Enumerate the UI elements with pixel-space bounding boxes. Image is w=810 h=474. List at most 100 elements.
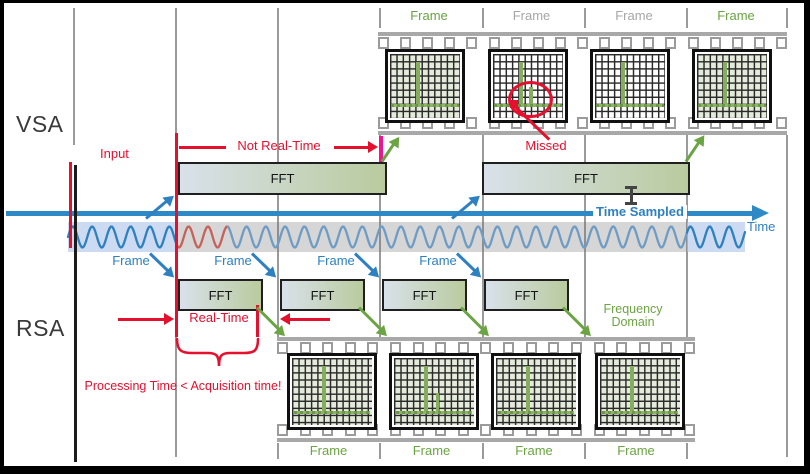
gridline-tick — [584, 8, 586, 28]
not-real-time-arrowhead — [368, 141, 378, 153]
sprocket-hole — [277, 424, 288, 436]
spectrum-frame — [692, 49, 772, 123]
film-bottom-frame-label-4: Frame — [617, 443, 655, 458]
sprocket-hole — [753, 37, 765, 49]
spectrum-grid — [697, 54, 767, 118]
not-real-time-label: Not Real-Time — [237, 138, 321, 153]
time-label: Time — [747, 219, 776, 234]
vsa-fft-block-2: FFT — [482, 162, 690, 195]
spectrum-baseline — [293, 410, 371, 414]
gridline-tick — [686, 443, 688, 459]
sprocket-hole — [444, 37, 456, 49]
gridline-tick — [482, 443, 484, 459]
sprocket-hole — [554, 37, 566, 49]
gridline — [73, 8, 75, 145]
film-sprocket-row — [378, 37, 787, 50]
time-axis-arrowhead — [752, 205, 769, 221]
film-strip-bar — [378, 32, 787, 36]
sprocket-hole — [510, 37, 522, 49]
spectrum-transient-peak — [435, 392, 440, 412]
spectrum-baseline — [391, 104, 459, 108]
spectrum-peak — [525, 366, 530, 412]
film-bottom-frame-label-2: Frame — [412, 443, 451, 458]
sprocket-hole — [378, 37, 389, 49]
spectrum-frame — [590, 49, 670, 123]
spectrum-grid — [292, 358, 372, 425]
gridline — [786, 135, 788, 457]
spectrum-frame — [385, 49, 465, 123]
sprocket-hole — [687, 37, 699, 49]
film-top-frame-label-2: Frame — [512, 8, 551, 23]
spectrum-baseline — [497, 410, 575, 414]
sprocket-hole — [400, 37, 412, 49]
spectrum-frame — [491, 353, 581, 430]
film-strip-bar — [277, 438, 695, 442]
rsa-fft-block-4: FFT — [484, 279, 569, 311]
real-time-label: Real-Time — [189, 310, 249, 325]
spectrum-grid — [600, 358, 680, 425]
gridline-tick — [584, 443, 586, 459]
image-border-top — [0, 0, 810, 3]
film-sprocket-row — [277, 342, 695, 355]
sprocket-hole — [643, 37, 655, 49]
waveform-band-blue-right — [687, 222, 745, 252]
real-time-end-marker — [256, 305, 259, 337]
sprocket-hole — [775, 37, 787, 49]
spectrum-grid — [394, 358, 474, 425]
real-time-arrow-shaft-left — [118, 318, 165, 321]
rsa-label: RSA — [16, 315, 65, 341]
rsa-fft-block-3: FFT — [382, 279, 467, 311]
film-strip-bar — [378, 131, 787, 135]
time-sampled-label: Time Sampled — [593, 204, 687, 220]
not-real-time-arrow-shaft — [334, 146, 369, 149]
gridline-tick — [277, 443, 279, 459]
gap-marker-bottom — [625, 202, 637, 205]
not-real-time-dimension-line — [179, 146, 226, 149]
real-time-arrowhead-right — [164, 313, 174, 325]
frequency-domain-label-line1: Frequency — [603, 302, 663, 316]
input-label: Input — [100, 146, 129, 161]
rsa-frame-label-2: Frame — [214, 253, 252, 268]
processing-note: Processing Time < Acquisition time! — [84, 379, 282, 393]
spectrum-frame — [287, 353, 377, 430]
sprocket-hole — [576, 37, 588, 49]
gridline-tick — [686, 8, 688, 28]
spectrum-peak — [423, 366, 428, 412]
input-start-marker — [69, 162, 72, 248]
sprocket-hole — [621, 37, 633, 49]
fft-label: FFT — [310, 287, 335, 303]
rsa-frame-label-4: Frame — [419, 253, 457, 268]
film-bottom-frame-label-1: Frame — [309, 443, 348, 458]
gridline-tick — [379, 8, 381, 28]
spectrum-peak — [415, 61, 420, 106]
sprocket-hole — [277, 342, 288, 354]
missed-dot — [510, 100, 518, 108]
sprocket-hole — [683, 342, 695, 354]
rsa-to-frame-arrow-4 — [561, 306, 586, 331]
spectrum-frame-captured — [389, 353, 479, 430]
sprocket-hole — [532, 37, 544, 49]
film-bottom-frame-label-3: Frame — [515, 443, 553, 458]
acquisition-brace — [175, 337, 260, 367]
gridline — [175, 337, 177, 457]
rsa-fft-block-2: FFT — [280, 279, 365, 311]
sprocket-hole — [466, 37, 478, 49]
vsa-to-frame-arrow-1 — [380, 143, 395, 163]
spectrum-grid — [595, 54, 665, 118]
sprocket-hole — [599, 37, 611, 49]
sprocket-hole — [576, 117, 588, 129]
sprocket-hole — [480, 424, 492, 436]
rsa-to-frame-arrow-3 — [459, 306, 484, 331]
spectrum-baseline — [698, 104, 766, 108]
fft-complete-marker — [379, 136, 383, 165]
missed-label: Missed — [525, 138, 567, 153]
spectrum-frame — [595, 353, 685, 430]
film-top-frame-label-4: Frame — [717, 8, 755, 23]
fft-label: FFT — [270, 171, 295, 186]
image-border-bottom — [0, 466, 810, 474]
image-border-right — [804, 0, 810, 474]
waveform-band-gray — [177, 222, 687, 252]
gridline-tick — [379, 443, 381, 459]
vsa-frame-start-arrow-2 — [451, 199, 474, 220]
